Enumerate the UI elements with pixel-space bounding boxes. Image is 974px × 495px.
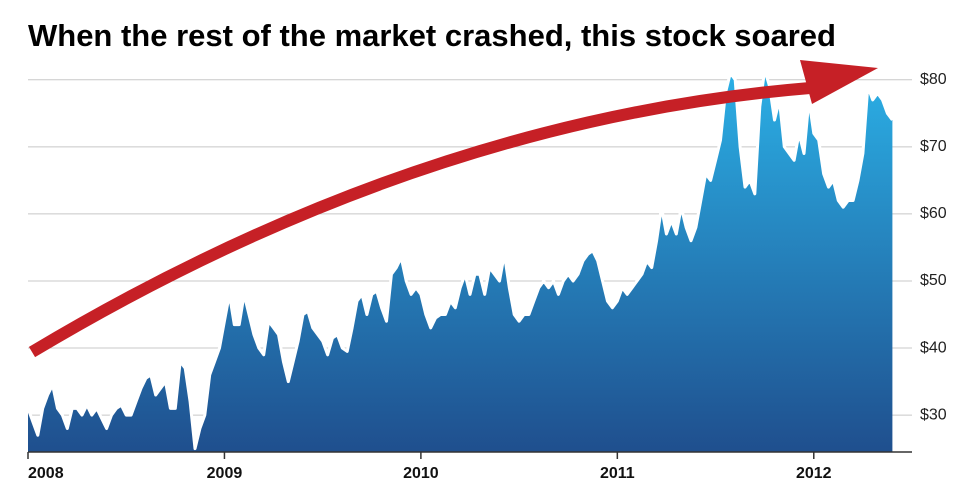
y-tick-label: $40 xyxy=(920,339,947,356)
y-tick-label: $60 xyxy=(920,205,947,222)
y-tick-label: $30 xyxy=(920,406,947,423)
arrow-shaft xyxy=(28,82,811,358)
axes: $30 $40 $50 $60 $70 $80 2008 2009 2010 2011 2012 xyxy=(27,71,947,482)
chart-title: When the rest of the market crashed, thi… xyxy=(28,18,836,53)
y-tick-label: $70 xyxy=(920,138,947,155)
x-tick-label: 2009 xyxy=(207,465,243,482)
y-tick-label: $80 xyxy=(920,71,947,88)
area xyxy=(28,69,893,452)
arrow-head xyxy=(800,60,878,104)
x-tick-label: 2011 xyxy=(600,465,635,482)
x-tick-label: 2012 xyxy=(796,465,832,482)
x-tick-label: 2008 xyxy=(28,465,64,482)
y-tick-label: $50 xyxy=(920,272,947,289)
plot xyxy=(26,68,894,452)
trend-arrow xyxy=(28,60,878,358)
price-line xyxy=(26,68,894,451)
x-tick-label: 2010 xyxy=(403,465,439,482)
